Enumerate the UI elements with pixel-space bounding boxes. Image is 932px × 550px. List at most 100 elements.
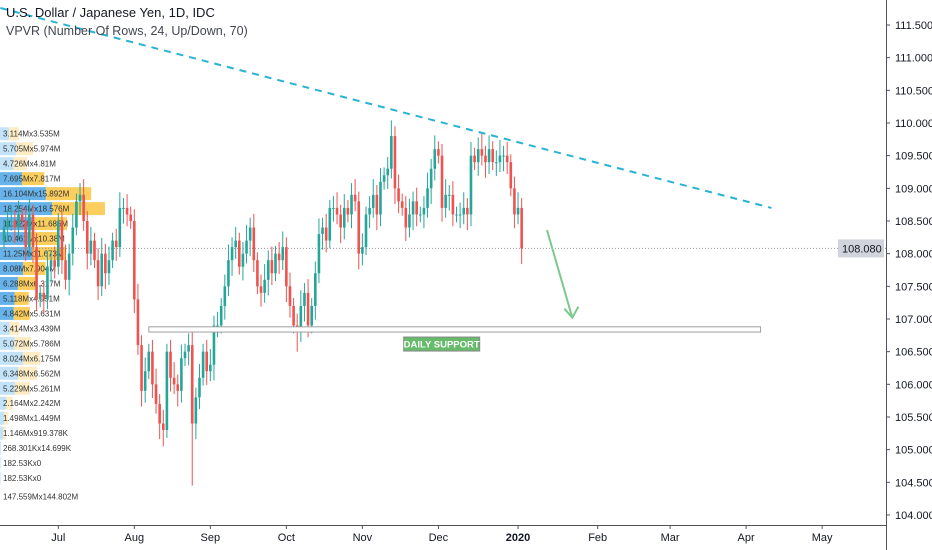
volume-profile-row: 5.705Mx5.974M [0,142,61,156]
candle-body [198,377,201,398]
candle [408,198,411,238]
vp-row-label: 11.25Mx11.673M [3,250,64,259]
volume-profile-row: 268.301Kx14.699K [0,441,72,455]
candle-body [238,240,241,267]
vp-row-label: 5.072Mx5.786M [3,339,61,348]
volume-profile-row: 2.164Mx2.242M [0,396,61,410]
vp-up-bar [0,306,14,320]
vp-row-label: 1.498Mx1.449M [3,414,61,423]
time-axis-bg [0,525,886,550]
candle-body [183,351,187,359]
candle-body [317,234,321,274]
vp-row-label: 11.822Mx11.685M [3,220,68,229]
candle-body [78,194,82,202]
candle-body [274,253,277,274]
candle [252,213,256,272]
candle [201,343,205,386]
candle-body [129,214,132,221]
indicator-title[interactable]: VPVR (Number Of Rows, 24, Up/Down, 70) [6,24,248,38]
candle [314,261,317,320]
candle-body [371,194,375,208]
vp-row-label: 4.842Mx5.631M [3,309,61,318]
candle-body [310,305,313,326]
candle-body [89,240,93,254]
vp-row-label: 2.164Mx2.242M [3,399,61,408]
candle [476,137,480,176]
vp-row-label: 3.114Mx3.535M [3,130,60,139]
vp-up-bar [0,247,33,261]
candle [299,290,303,342]
candle [342,194,346,240]
candle-body [292,305,295,326]
candle-body [57,220,60,267]
candle [397,174,400,214]
vp-down-bar [13,306,30,320]
candle-body [187,345,190,352]
candle [28,198,31,257]
candle [31,204,35,263]
candle [118,192,122,257]
price-tick-label: 104.500 [895,477,932,489]
candle [82,179,85,231]
candle-body [314,273,317,306]
volume-profile-row: 3.414Mx3.439M [0,321,61,335]
candle-body [201,351,205,378]
candle-body [433,149,437,169]
candle [502,145,505,172]
candle-body [404,207,408,228]
candle-body [38,292,42,300]
candle-body [107,260,111,274]
candle-body [85,220,89,254]
candle-body [306,292,310,326]
candle [187,333,190,366]
candle-body [133,220,136,300]
candle-body [509,162,513,189]
vp-row-label: 182.53Kx0 [3,474,42,483]
candle-body [386,168,390,176]
candle-body [111,240,114,261]
candle-body [375,194,379,215]
candle-body [498,155,502,163]
candle-body [93,240,96,261]
candle [433,135,437,181]
candle [75,193,78,236]
candle-body [429,168,433,189]
down-arrow-icon [546,229,580,320]
candle [288,272,292,318]
candle [136,283,140,355]
candle [277,241,281,274]
candle [104,243,107,289]
candle [71,213,75,266]
candle [491,141,494,171]
volume-profile-row: 16.104Mx15.892M [0,187,92,201]
candle [234,226,237,259]
candle [400,193,404,216]
candle [158,394,161,440]
candle [440,143,444,222]
vp-up-bar [0,366,19,380]
vp-up-bar [0,142,17,156]
candle [129,206,132,229]
vp-up-bar [0,441,1,455]
candle-body [484,155,487,163]
vp-down-bar [14,381,30,395]
candle [169,339,172,392]
volume-profile-row: 4.726Mx4.81M [0,157,56,171]
candle-body [437,149,440,156]
candle-body [241,253,245,267]
symbol-title[interactable]: U.S. Dollar / Japanese Yen, 1D, IDC [6,5,215,20]
candle [371,179,375,218]
volume-profile-row: 5.118Mx4.951M [0,291,60,305]
candle [107,246,111,286]
candle-body [212,325,216,365]
candle-body [2,227,6,241]
candle [473,147,476,171]
candle [154,368,158,414]
candle [509,154,513,197]
candle-body [256,260,259,287]
candle-body [426,188,429,208]
volume-profile-row: 18.254Mx18.576M [0,202,105,216]
candle [324,213,328,253]
time-tick-label: 2020 [506,532,530,544]
